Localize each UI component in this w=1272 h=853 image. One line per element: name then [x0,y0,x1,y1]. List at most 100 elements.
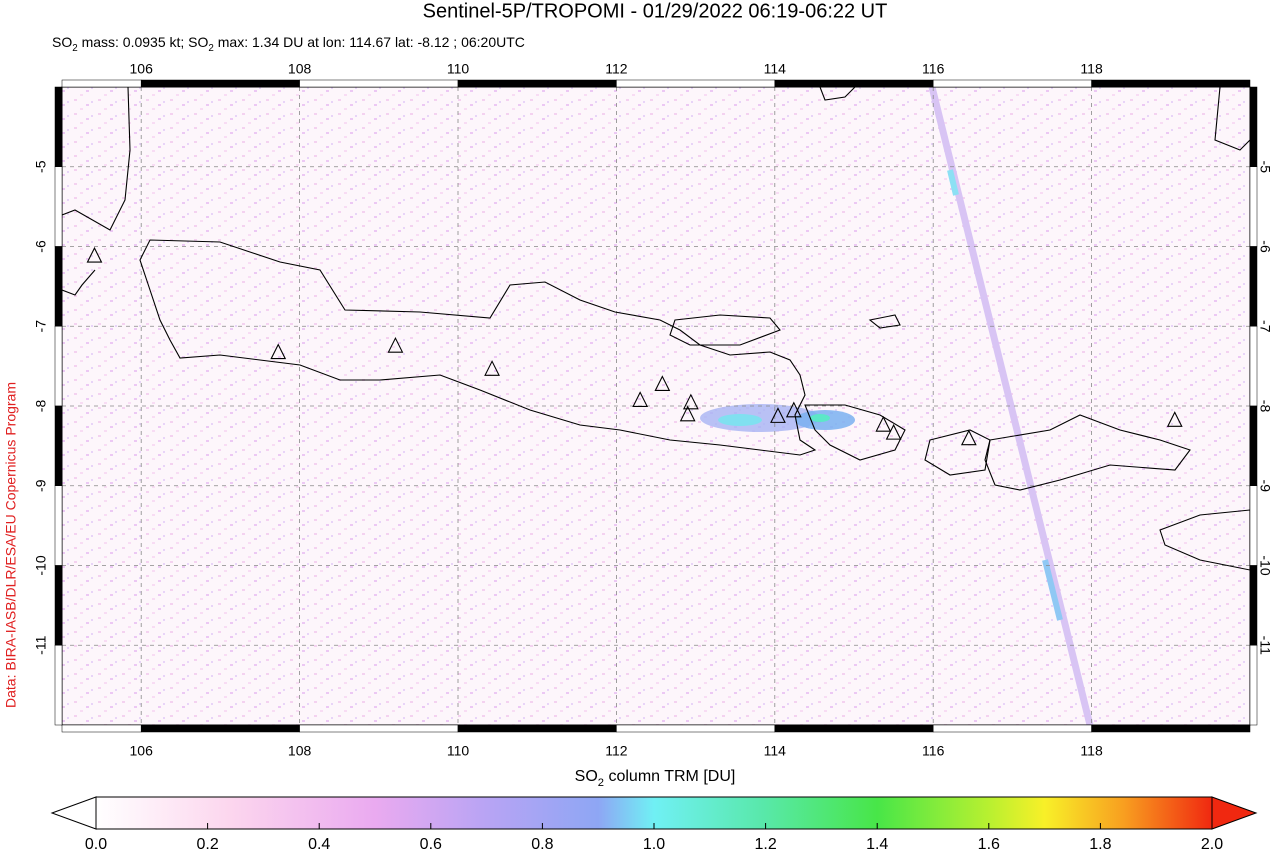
frame-band [774,79,934,88]
text-part: mass: 0.0935 kt; SO [78,34,209,50]
y-tick-label: -7 [33,320,49,333]
volcano [484,360,500,376]
map-area [62,87,1250,725]
text-part: 2 [598,777,604,789]
frame-band [457,724,617,733]
colorbar [50,796,1258,830]
volcano [682,393,699,410]
colorbar-over [1211,796,1258,830]
y-tick-label: -10 [1257,555,1272,575]
coastline [1159,509,1250,571]
y-tick-label: -9 [1257,480,1272,493]
text-part: column TRM [DU] [604,768,735,785]
x-tick-label: 114 [764,743,787,759]
y-tick-label: -11 [33,635,49,654]
frame-band [54,485,63,566]
volcano [654,375,671,392]
text-part: 2 [72,43,77,54]
frame-band [1249,86,1258,167]
volcano [960,429,977,446]
swath-edge [947,169,959,196]
volcanoes [86,246,1183,446]
colorbar-title: SO2 column TRM [DU] [575,768,736,789]
frame-band [616,79,776,88]
volcano [875,415,892,432]
coastline [62,87,131,296]
grid [62,87,1250,725]
x-tick-label: 110 [447,743,470,759]
frame-band [1249,565,1258,646]
frame-band [932,79,1092,88]
frame-band [54,326,63,407]
frame-band [457,79,617,88]
volcano [632,391,649,407]
frame-band [54,246,63,327]
text-part: SO [52,34,72,50]
frame-band [54,565,63,646]
volcano [1166,411,1183,427]
y-tick-label: -8 [1257,400,1272,413]
frame-band [54,86,63,167]
text-part: 2 [208,43,213,54]
frame-band [932,724,1092,733]
colorbar-tick-label: 0.0 [85,836,107,853]
frame-band [54,166,63,247]
y-tick-label: -6 [1257,240,1272,253]
volcano [270,343,287,360]
frame-band [1249,166,1258,247]
x-tick-label: 112 [605,61,628,77]
volcano [770,407,786,423]
frame-band [54,405,63,486]
coastline [984,414,1191,491]
frame-band [299,724,459,733]
y-tick-label: -5 [33,160,49,173]
colorbar-under [50,796,97,830]
text-part: SO [575,768,598,785]
y-tick-label: -9 [33,479,49,492]
coastline [819,87,1250,329]
frame-band [54,645,63,726]
x-tick-label: 108 [288,743,312,759]
so2-plume [718,414,762,426]
colorbar-tick-label: 1.8 [1089,836,1111,853]
volcano [885,423,902,440]
colorbar-tick-label: 0.2 [196,836,218,853]
x-tick-label: 106 [130,743,154,759]
x-tick-label: 110 [447,61,470,77]
frame-band [1249,326,1258,407]
y-tick-label: -7 [1257,320,1272,333]
frame-band [61,79,142,88]
frame-band [1249,246,1258,327]
colorbar-tick-label: 0.8 [531,836,553,853]
volcano [86,246,103,263]
coastline [139,239,817,456]
colorbar-tick-label: 2.0 [1201,836,1223,853]
x-tick-label: 116 [922,743,945,759]
volcano [679,405,696,422]
colorbar-tick-label: 1.2 [754,836,776,853]
y-tick-label: -11 [1257,636,1272,655]
frame-band [61,724,142,733]
x-tick-label: 118 [1080,61,1103,77]
colorbar-tick-label: 1.4 [866,836,888,853]
colorbar-tick-label: 1.0 [643,836,665,853]
frame-band [1091,79,1251,88]
coastline [924,429,991,476]
frame-band [299,79,459,88]
credit: Data: BIRA-IASB/DLR/ESA/EU Copernicus Pr… [3,382,19,708]
swath-edge [1042,559,1063,621]
frame-band [140,724,300,733]
volcano [785,401,802,418]
frame-band [1249,485,1258,566]
frame-band [1091,724,1251,733]
y-tick-label: -8 [33,400,49,413]
volcano [387,336,404,353]
subtitle: SO2 mass: 0.0935 kt; SO2 max: 1.34 DU at… [52,34,525,54]
axis-frame [54,79,1258,733]
x-tick-label: 114 [764,61,787,77]
x-tick-label: 112 [605,743,628,759]
frame-band [1249,645,1258,726]
x-tick-label: 118 [1080,743,1103,759]
y-tick-label: -5 [1257,161,1272,174]
